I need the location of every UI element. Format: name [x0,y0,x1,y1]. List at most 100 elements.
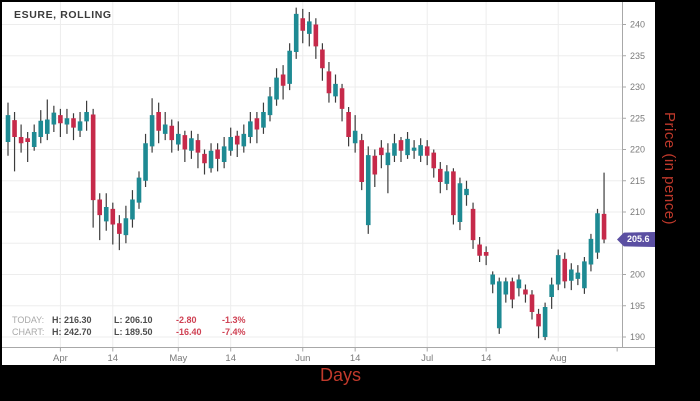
candle-up [77,121,83,131]
x-tick-label: Aug [550,353,567,364]
candle-up [457,183,463,222]
candle-up [274,77,279,100]
y-tick-label: 195 [630,301,645,311]
today-change: -2.80 [176,315,197,325]
today-high: H: 216.30 [52,315,92,325]
chart-high: H: 242.70 [52,327,92,337]
candle-down [110,208,116,225]
candle-up [333,83,338,97]
candle-down [379,147,384,156]
candle-up [569,269,574,281]
candle-up [176,133,181,145]
candle-down [372,155,378,175]
candle-down [451,171,456,216]
chart-change: -16.40 [176,327,202,337]
candle-down [25,138,30,142]
candle-up [575,272,581,279]
candle-down [58,115,63,124]
y-tick-label: 190 [630,332,645,342]
candle-down [523,289,528,295]
candlestick-chart[interactable]: 190195200205210215220225230235240Apr14Ma… [2,2,655,365]
candle-down [97,199,102,216]
candle-up [293,13,299,52]
candle-up [248,121,253,137]
candle-up [307,21,312,34]
candle-up [64,118,70,125]
x-tick-label: Jul [421,353,433,364]
candle-up [38,120,44,137]
candle-up [490,274,495,285]
candle-up [405,138,410,156]
candle-down [12,120,17,137]
candle-down [346,112,351,137]
candle-down [438,168,443,182]
candle-up [103,207,109,222]
candle-up [503,281,509,295]
candle-up [123,218,129,236]
candle-up [352,130,358,144]
legend-row-today: TODAY: H: 216.30 L: 206.10 -2.80 -1.3% [12,314,266,326]
today-change-pct: -1.3% [222,315,246,325]
candle-up [365,155,371,226]
y-tick-label: 230 [630,82,645,92]
candle-down [156,112,161,131]
candle-up [45,119,50,134]
stats-legend: TODAY: H: 216.30 L: 206.10 -2.80 -1.3% C… [12,314,266,338]
candle-down [313,24,319,47]
candle-down [280,74,286,86]
candle-up [496,281,502,329]
y-tick-label: 235 [630,51,645,61]
chart-label: CHART: [12,327,45,337]
candle-up [189,138,194,151]
today-label: TODAY: [12,315,45,325]
y-tick-label: 200 [630,270,645,280]
candle-down [431,152,437,169]
candle-up [444,171,450,184]
candle-down [169,125,175,141]
candle-down [215,149,220,159]
candle-up [516,279,522,289]
candle-down [483,252,489,256]
candle-up [228,137,233,151]
candle-up [267,96,273,116]
x-tick-label: 14 [225,353,236,364]
candle-down [71,118,76,128]
x-tick-label: May [169,353,187,364]
candle-down [326,71,332,94]
candle-down [536,313,541,327]
candle-up [582,261,587,289]
candle-down [234,135,240,145]
x-tick-label: 14 [481,353,492,364]
candle-down [601,213,607,240]
y-tick-label: 210 [630,207,645,217]
candle-down [182,135,188,150]
candle-up [143,143,148,181]
candle-down [300,18,306,31]
candle-up [84,112,89,122]
candle-up [149,115,155,147]
candle-up [136,177,142,203]
candle-down [424,146,430,156]
x-tick-label: 14 [350,353,361,364]
candle-down [195,140,201,153]
chart-title: ESURE, ROLLING [14,9,112,21]
candle-down [562,258,568,282]
candle-down [117,223,122,234]
candle-up [221,146,227,162]
candle-up [464,188,469,196]
candle-up [555,255,561,285]
candle-down [202,153,207,164]
candle-up [411,147,417,151]
candle-up [287,50,292,84]
y-axis-title: Price (in pence) [661,112,678,226]
candle-down [359,140,364,182]
candle-down [477,244,482,256]
candle-up [241,133,247,147]
today-low: L: 206.10 [114,315,153,325]
candle-up [51,112,57,125]
candle-up [595,213,600,253]
candle-up [31,132,37,147]
x-axis-title: Days [320,365,362,385]
legend-row-chart: CHART: H: 242.70 L: 189.50 -16.40 -7.4% [12,326,266,338]
candle-up [130,199,135,220]
